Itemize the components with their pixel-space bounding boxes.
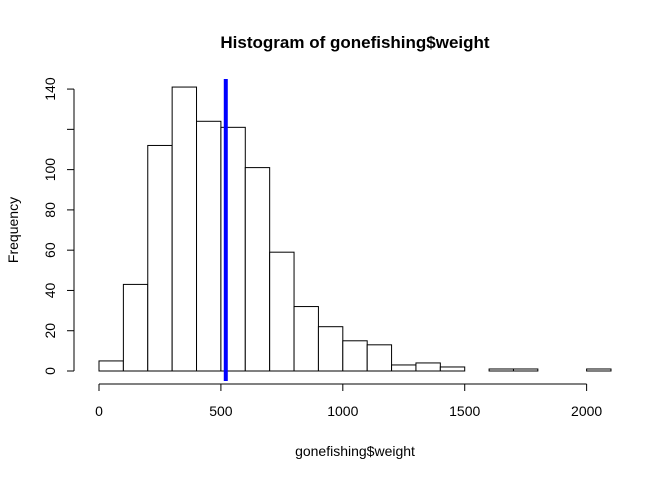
x-tick-label-2000: 2000 [571,403,602,419]
histogram-bar-10 [342,340,368,372]
y-tick-label-0: 0 [42,367,58,375]
chart-title: Histogram of gonefishing$weight [220,33,490,52]
histogram-bar-11 [366,344,393,372]
histogram-bar-8 [293,306,319,372]
histogram-bar-6 [244,167,271,372]
bars-group [98,86,612,372]
y-tick-label-100: 100 [42,158,58,182]
x-tick-label-1000: 1000 [327,403,358,419]
histogram-bar-1 [122,283,149,372]
histogram-bar-4 [196,120,222,372]
histogram-bar-17 [512,368,539,372]
histogram-bar-12 [391,364,417,372]
x-tick-label-500: 500 [209,403,233,419]
y-axis-label: Frequency [5,197,21,263]
histogram-bar-9 [317,326,344,372]
x-tick-label-1500: 1500 [449,403,480,419]
histogram-bar-3 [171,86,198,372]
histogram-bar-2 [147,144,173,372]
x-axis: 0 500 1000 1500 2000 [95,383,602,419]
y-axis: 0 20 40 60 80 100 140 [42,77,75,375]
histogram-bar-13 [415,362,441,372]
histogram-bar-16 [488,368,514,372]
y-tick-label-80: 80 [42,202,58,218]
histogram-bar-7 [269,251,295,372]
x-axis-label: gonefishing$weight [295,443,415,459]
histogram-bar-0 [98,360,124,372]
y-tick-label-140: 140 [42,77,58,101]
y-tick-label-60: 60 [42,242,58,258]
y-tick-label-40: 40 [42,282,58,298]
y-tick-label-20: 20 [42,323,58,339]
histogram-bar-14 [439,366,466,372]
histogram-bar-20 [586,368,612,372]
x-tick-label-0: 0 [95,403,103,419]
